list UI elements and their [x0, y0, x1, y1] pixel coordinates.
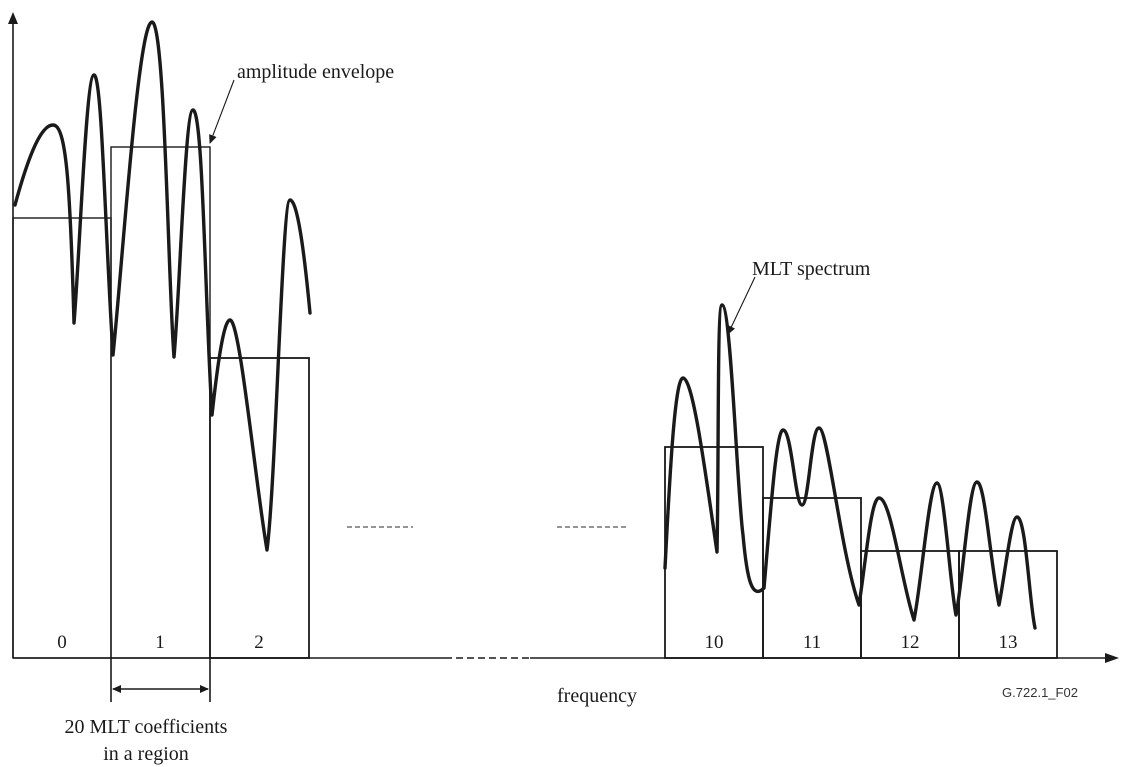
amplitude-envelope-label: amplitude envelope	[237, 61, 394, 83]
mlt-spectrum-label: MLT spectrum	[752, 258, 871, 280]
mlt-spectrum-curve-right	[663, 303, 1037, 630]
region-box-0	[12, 217, 112, 659]
mlt-spectrum-curves	[13, 20, 1037, 630]
figure-id-label: G.722.1_F02	[1002, 685, 1078, 700]
region-label-11: 11	[803, 632, 821, 653]
region-label-1: 1	[155, 632, 165, 653]
region-box-10	[664, 446, 764, 659]
x-axis-label: frequency	[557, 685, 637, 707]
region-label-12: 12	[901, 632, 920, 653]
region-boxes	[12, 146, 1058, 659]
y-axis-arrowhead	[8, 12, 18, 24]
amplitude-envelope-pointer	[209, 79, 235, 144]
region-label-10: 10	[705, 632, 724, 653]
coefficients-dimension	[110, 658, 211, 702]
region-labels: 0 1 2 10 11 12 13	[57, 632, 1017, 653]
coefficients-label-line1: 20 MLT coefficients	[65, 716, 228, 738]
mlt-spectrum-pointer	[727, 276, 756, 335]
region-label-0: 0	[57, 632, 67, 653]
annotation-pointers	[209, 79, 756, 335]
mlt-spectrum-curve-left	[13, 20, 312, 552]
region-label-2: 2	[254, 632, 264, 653]
coefficients-label-line2: in a region	[103, 743, 189, 765]
x-axis-arrowhead	[1105, 653, 1119, 663]
region-label-13: 13	[999, 632, 1018, 653]
region-box-2	[209, 357, 310, 659]
